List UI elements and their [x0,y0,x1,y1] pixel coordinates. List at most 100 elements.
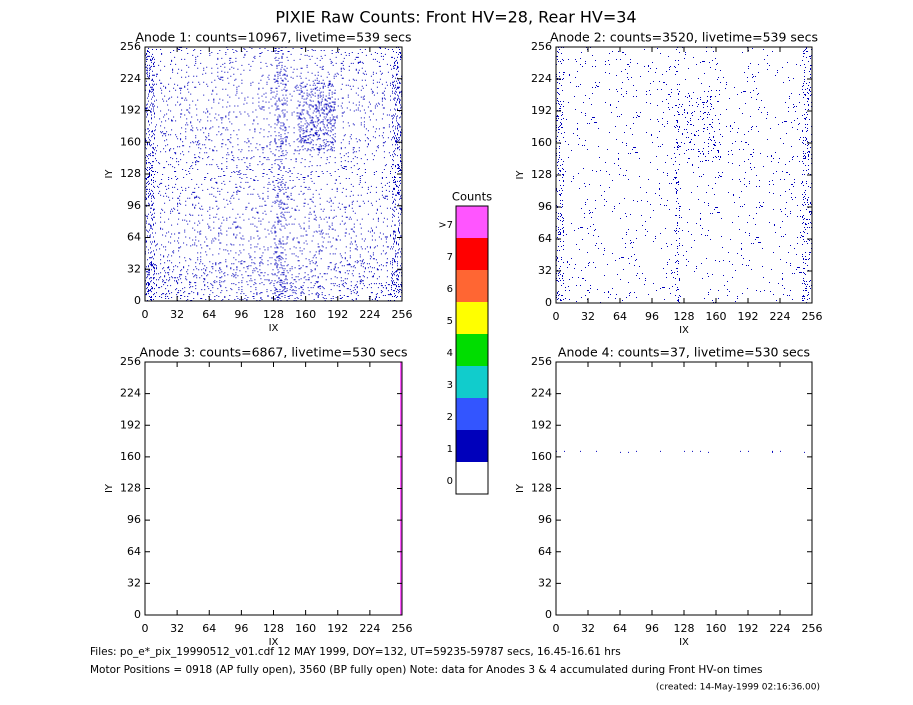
colorbar-swatch [456,462,488,494]
x-tick-label: 0 [553,622,560,635]
x-tick-label: 64 [202,622,216,635]
panel-title: Anode 2: counts=3520, livetime=539 secs [550,30,818,45]
y-tick-label: 0 [134,608,141,621]
y-tick-label: 160 [120,450,141,463]
colorbar-swatch [456,334,488,366]
x-tick-label: 224 [770,622,791,635]
x-tick-label: 160 [295,622,316,635]
y-tick-label: 160 [531,136,552,149]
x-tick-label: 192 [738,622,759,635]
x-tick-label: 160 [706,310,727,323]
x-tick-label: 32 [170,308,184,321]
y-tick-label: 64 [538,545,552,558]
x-tick-label: 64 [613,622,627,635]
y-tick-label: 32 [538,264,552,277]
x-tick-label: 192 [327,622,348,635]
x-tick-label: 0 [142,308,149,321]
y-axis-label: IY [515,170,526,180]
panel-title: Anode 1: counts=10967, livetime=539 secs [136,30,412,45]
y-tick-label: 256 [120,355,141,368]
count-texture [556,450,805,453]
y-tick-label: 128 [531,482,552,495]
y-tick-label: 224 [531,72,552,85]
colorbar-swatch [456,430,488,462]
x-tick-label: 256 [802,310,823,323]
y-tick-label: 128 [120,167,141,180]
x-axis-label: IX [269,637,279,648]
y-tick-label: 96 [538,513,552,526]
panel-title: Anode 3: counts=6867, livetime=530 secs [139,345,407,360]
x-axis-label: IX [679,637,689,648]
y-tick-label: 192 [531,104,552,117]
x-tick-label: 0 [553,310,560,323]
x-tick-label: 32 [170,622,184,635]
colorbar-label: 5 [447,316,453,327]
y-tick-label: 64 [127,231,141,244]
x-tick-label: 256 [802,622,823,635]
y-tick-label: 0 [545,296,552,309]
y-tick-label: 0 [134,294,141,307]
y-tick-label: 64 [538,232,552,245]
y-tick-label: 32 [127,576,141,589]
y-tick-label: 224 [120,387,141,400]
colorbar-swatch [456,366,488,398]
colorbar-label: 0 [447,476,453,487]
x-tick-label: 256 [392,308,413,321]
x-tick-label: 128 [674,310,695,323]
y-tick-label: 128 [531,168,552,181]
x-tick-label: 32 [581,622,595,635]
colorbar-swatch [456,238,488,270]
y-axis-label: IY [104,483,115,493]
y-tick-label: 256 [531,355,552,368]
footer-line: (created: 14-May-1999 02:16:36.00) [656,683,820,693]
x-tick-label: 96 [234,622,248,635]
y-tick-label: 0 [545,608,552,621]
x-axis-label: IX [679,325,689,336]
colorbar-swatch [456,302,488,334]
y-axis-label: IY [515,483,526,493]
x-tick-label: 128 [263,622,284,635]
colorbar-label: >7 [438,220,453,231]
x-tick-label: 96 [234,308,248,321]
colorbar-label: 3 [447,380,453,391]
y-tick-label: 192 [120,104,141,117]
x-tick-label: 128 [263,308,284,321]
x-tick-label: 96 [645,622,659,635]
colorbar-swatch [456,206,488,238]
x-tick-label: 160 [706,622,727,635]
y-tick-label: 96 [127,199,141,212]
x-tick-label: 128 [674,622,695,635]
colorbar-label: 6 [447,284,453,295]
x-tick-label: 0 [142,622,149,635]
y-axis-label: IY [104,169,115,179]
x-tick-label: 192 [738,310,759,323]
x-axis-label: IX [269,323,279,334]
y-tick-label: 160 [531,450,552,463]
x-tick-label: 224 [770,310,791,323]
x-tick-label: 224 [359,308,380,321]
y-tick-label: 256 [531,40,552,53]
y-tick-label: 160 [120,135,141,148]
y-tick-label: 64 [127,545,141,558]
x-tick-label: 224 [359,622,380,635]
colorbar-label: 7 [447,252,453,263]
colorbar-swatch [456,398,488,430]
y-tick-label: 32 [538,576,552,589]
colorbar-label: 1 [447,444,453,455]
footer-line: Motor Positions = 0918 (AP fully open), … [90,664,763,676]
page-title: PIXIE Raw Counts: Front HV=28, Rear HV=3… [275,8,636,27]
panel-title: Anode 4: counts=37, livetime=530 secs [558,345,810,360]
y-tick-label: 256 [120,40,141,53]
y-tick-label: 224 [531,387,552,400]
colorbar-label: 2 [447,412,453,423]
y-tick-label: 224 [120,72,141,85]
y-tick-label: 192 [120,418,141,431]
y-tick-label: 32 [127,262,141,275]
x-tick-label: 64 [202,308,216,321]
y-tick-label: 96 [538,200,552,213]
x-tick-label: 32 [581,310,595,323]
y-tick-label: 96 [127,513,141,526]
x-tick-label: 160 [295,308,316,321]
x-tick-label: 256 [392,622,413,635]
